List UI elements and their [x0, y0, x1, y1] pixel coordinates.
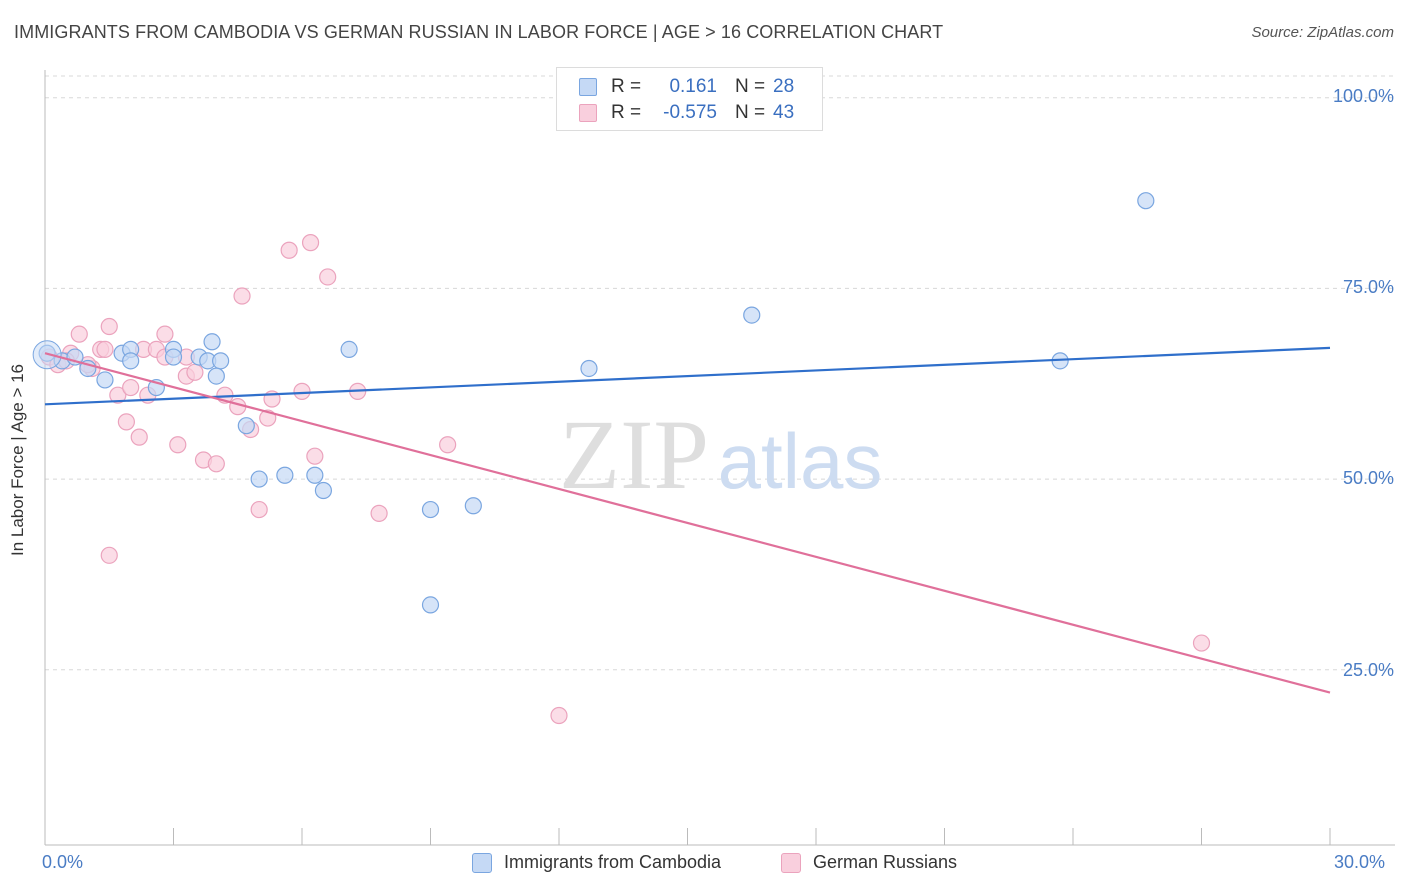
- legend-item-cambodia[interactable]: Immigrants from Cambodia: [472, 852, 721, 873]
- legend-label: German Russians: [813, 852, 958, 872]
- data-point: [96, 371, 114, 389]
- n-label: N =: [735, 102, 766, 123]
- data-point: [233, 287, 251, 305]
- data-point: [319, 268, 337, 286]
- legend-row-cambodia: R = 0.161 N = 28: [579, 75, 794, 99]
- blue-swatch-icon: [472, 852, 492, 873]
- data-point: [117, 413, 135, 431]
- n-value: 43: [773, 102, 795, 123]
- y-tick-label: 100.0%: [1332, 86, 1394, 106]
- data-point: [340, 340, 358, 359]
- y-tick-label: 75.0%: [1342, 277, 1394, 297]
- axes: [44, 70, 1395, 846]
- data-point: [301, 234, 320, 252]
- data-point: [156, 325, 174, 343]
- grid-lines: [45, 75, 1395, 671]
- watermark: ZIP atlas: [559, 399, 882, 510]
- data-point: [421, 500, 440, 519]
- data-point: [100, 546, 118, 564]
- data-point: [207, 455, 225, 473]
- pink-swatch-icon: [781, 852, 801, 873]
- blue-swatch-icon: [579, 78, 597, 96]
- n-value: 28: [773, 76, 795, 97]
- data-point: [550, 706, 568, 725]
- data-point: [743, 306, 761, 324]
- r-label: R =: [611, 76, 642, 97]
- legend-row-german-russians: R = -0.575 N = 43: [579, 101, 794, 125]
- data-point: [370, 504, 388, 522]
- cambodia-points: [32, 192, 1155, 614]
- data-point: [276, 466, 294, 484]
- data-point: [96, 340, 114, 359]
- data-point: [421, 596, 440, 614]
- data-point: [122, 378, 140, 397]
- data-point: [306, 466, 324, 484]
- x-tick-label: 30.0%: [1334, 852, 1386, 872]
- data-point: [293, 382, 311, 400]
- r-value: 0.161: [669, 76, 717, 97]
- y-axis-label: In Labor Force | Age > 16: [8, 363, 27, 557]
- legend-item-german-russians[interactable]: German Russians: [781, 852, 957, 873]
- data-point: [306, 447, 324, 465]
- chart-title: IMMIGRANTS FROM CAMBODIA VS GERMAN RUSSI…: [14, 22, 944, 42]
- data-point: [250, 470, 268, 488]
- r-value: -0.575: [663, 102, 717, 123]
- cambodia-trend-line: [44, 346, 1331, 406]
- r-label: R =: [611, 102, 642, 123]
- data-point: [70, 325, 88, 343]
- data-point: [237, 417, 255, 435]
- trend-lines: [44, 346, 1331, 694]
- series-legend: Immigrants from Cambodia German Russians: [0, 852, 1406, 878]
- data-point: [314, 481, 333, 500]
- watermark-atlas: atlas: [718, 417, 883, 505]
- data-point: [580, 359, 598, 378]
- data-point: [250, 500, 268, 519]
- data-point: [169, 436, 187, 454]
- data-point: [122, 352, 140, 370]
- n-label: N =: [735, 76, 766, 97]
- data-point: [1192, 634, 1211, 652]
- german-russians-trend-line: [44, 352, 1331, 694]
- data-point: [109, 386, 127, 404]
- legend-label: Immigrants from Cambodia: [504, 852, 722, 872]
- pink-swatch-icon: [579, 104, 597, 122]
- data-point: [212, 352, 230, 370]
- correlation-legend: R = 0.161 N = 28 R = -0.575 N = 43: [556, 67, 823, 131]
- watermark-zip: ZIP: [559, 399, 709, 510]
- data-point: [1137, 192, 1155, 210]
- data-point: [280, 241, 298, 259]
- source-label: Source: ZipAtlas.com: [1251, 24, 1394, 41]
- y-tick-label: 50.0%: [1342, 468, 1394, 488]
- data-point: [100, 317, 118, 336]
- data-point: [164, 348, 183, 366]
- data-point: [203, 333, 221, 351]
- data-point: [439, 436, 457, 454]
- data-point: [130, 428, 148, 446]
- data-point: [186, 363, 204, 381]
- data-point: [464, 497, 482, 515]
- x-tick-label: 0.0%: [42, 852, 84, 872]
- data-point: [207, 367, 225, 385]
- y-tick-label: 25.0%: [1342, 660, 1394, 680]
